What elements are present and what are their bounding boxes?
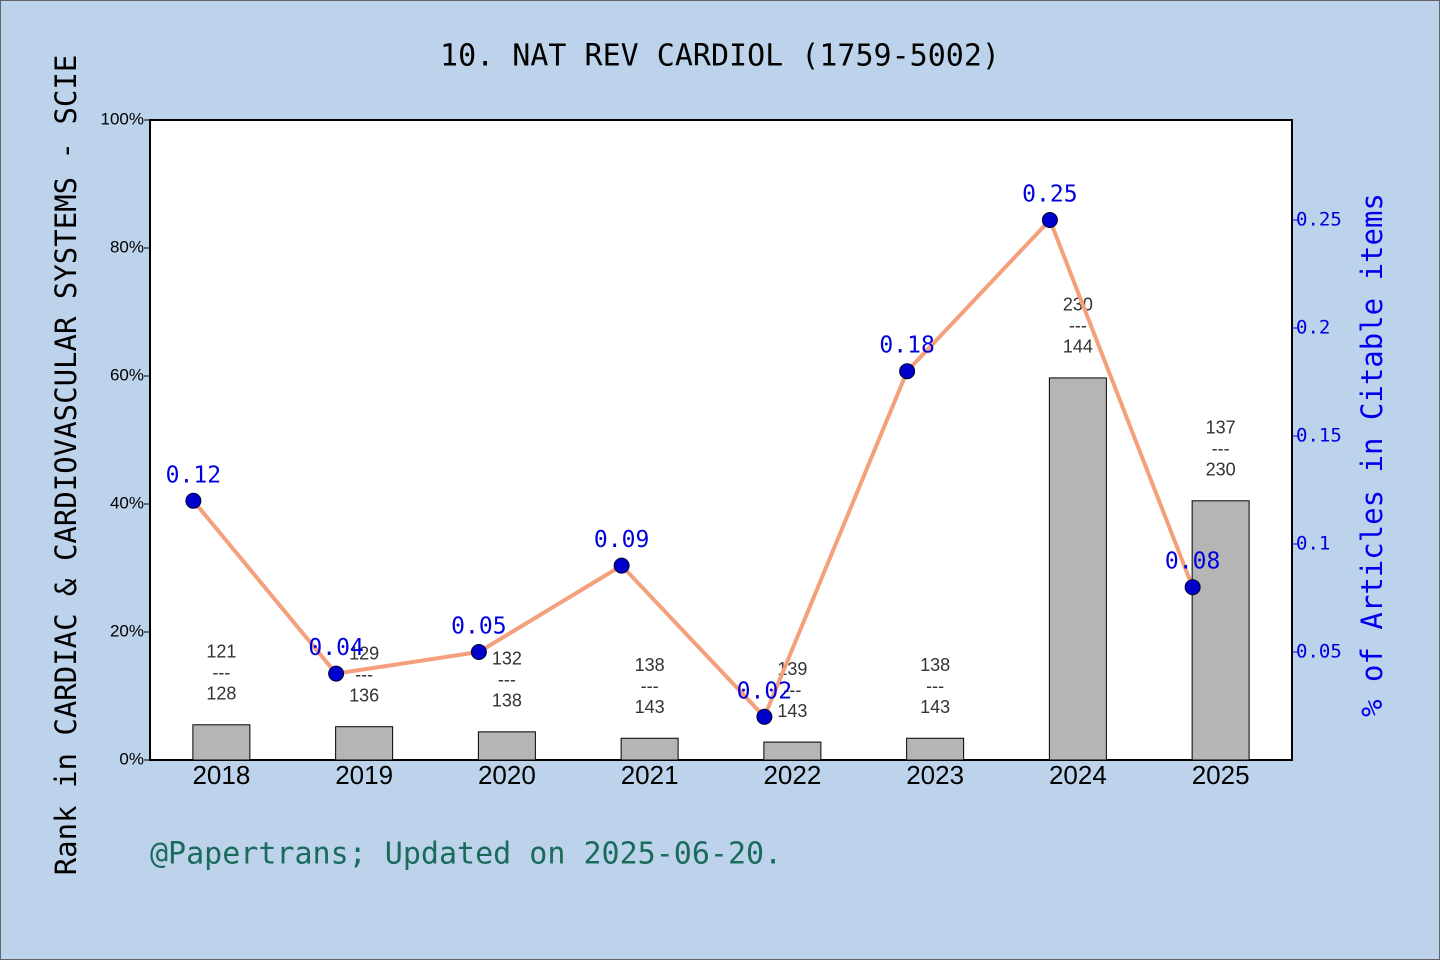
bar (477, 731, 536, 761)
bar-label: 128 (206, 684, 236, 704)
line-marker (613, 557, 630, 574)
y2-tick-label: 0.25 (1296, 209, 1342, 231)
line-marker (756, 708, 773, 725)
bar-label: 143 (635, 697, 665, 717)
value-label: 0.05 (451, 614, 506, 640)
bar-label: 138 (492, 691, 522, 711)
x-tick-label: 2022 (763, 760, 821, 790)
bar-label: 137 (1206, 418, 1236, 438)
y2-tick-label: 0.2 (1296, 317, 1330, 339)
bar-label: 129 (349, 643, 379, 663)
bar (763, 741, 822, 761)
line-marker (1184, 579, 1201, 596)
y-tick-label: 40% (110, 493, 144, 512)
bar-label: 138 (920, 655, 950, 675)
plot-area (149, 119, 1293, 761)
bar-label: --- (498, 670, 516, 690)
bar (620, 737, 679, 761)
y-tick-label: 100% (101, 109, 144, 128)
y-tick-label: 60% (110, 365, 144, 384)
y2-tick-label: 0.05 (1296, 641, 1342, 663)
value-label: 0.08 (1165, 549, 1220, 575)
value-label: 0.12 (166, 462, 221, 488)
line-marker (470, 644, 487, 661)
bar (1048, 377, 1107, 761)
footer-note: @Papertrans; Updated on 2025-06-20. (150, 837, 782, 872)
value-label: 0.18 (879, 333, 934, 359)
y2-axis-label: % of Articles in Citable items (1355, 193, 1389, 717)
x-tick-label: 2019 (335, 760, 393, 790)
chart-title: 10. NAT REV CARDIOL (1759-5002) (440, 39, 1000, 74)
bar (906, 737, 965, 761)
value-label: 0.04 (308, 635, 363, 661)
x-tick-label: 2021 (621, 760, 679, 790)
y-tick-label: 20% (110, 621, 144, 640)
bar-label: 136 (349, 685, 379, 705)
line-marker (899, 363, 916, 380)
bar (1191, 500, 1250, 761)
bar-label: --- (212, 663, 230, 683)
x-tick-label: 2018 (192, 760, 250, 790)
bar-label: 143 (920, 697, 950, 717)
x-tick-label: 2025 (1192, 760, 1250, 790)
value-label: 0.02 (737, 678, 792, 704)
y-tick-label: 80% (110, 237, 144, 256)
bar-label: --- (1212, 439, 1230, 459)
bar-label: 230 (1063, 295, 1093, 315)
line-marker (1041, 212, 1058, 229)
y2-tick-label: 0.15 (1296, 425, 1342, 447)
line (191, 216, 1195, 721)
bar (192, 724, 251, 761)
y2-tick-label: 0.1 (1296, 533, 1330, 555)
line-marker (328, 665, 345, 682)
bar-label: 121 (206, 642, 236, 662)
y-tick-label: 0% (119, 749, 144, 768)
bar-label: 230 (1206, 460, 1236, 480)
bar-label: --- (783, 680, 801, 700)
value-label: 0.25 (1022, 182, 1077, 208)
bar-label: 144 (1063, 337, 1093, 357)
bar-label: --- (641, 676, 659, 696)
bar-label: 143 (777, 701, 807, 721)
bar-label: 132 (492, 649, 522, 669)
line-marker (185, 492, 202, 509)
bar-label: --- (926, 676, 944, 696)
bar-label: --- (1069, 316, 1087, 336)
bar (335, 726, 394, 761)
value-label: 0.09 (594, 527, 649, 553)
x-tick-label: 2023 (906, 760, 964, 790)
bar-label: 138 (635, 655, 665, 675)
x-tick-label: 2020 (478, 760, 536, 790)
y-axis-label: Rank in CARDIAC & CARDIOVASCULAR SYSTEMS… (49, 55, 83, 876)
x-tick-label: 2024 (1049, 760, 1107, 790)
